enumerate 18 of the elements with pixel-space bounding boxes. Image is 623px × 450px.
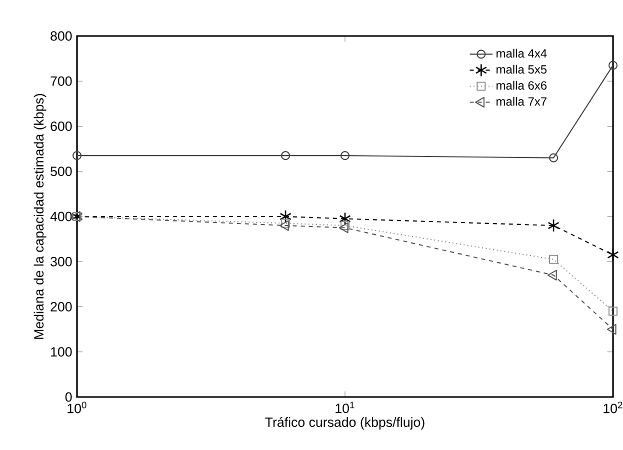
y-tick-label: 600	[50, 122, 72, 131]
y-tick-label: 0	[65, 392, 72, 402]
x-axis-title: Tráfico cursado (kbps/flujo)	[265, 417, 424, 430]
legend-label: malla 6x6	[496, 80, 547, 90]
y-tick-label: 700	[50, 76, 72, 86]
y-tick-label: 200	[50, 302, 72, 312]
y-tick-label: 100	[51, 347, 72, 357]
x-tick-label: 10$^{2}$	[604, 402, 622, 414]
legend-label: malla 7x7	[496, 96, 546, 106]
y-tick-label: 300	[50, 256, 72, 266]
y-tick-label: 400	[50, 212, 72, 222]
y-tick-label: 800	[50, 31, 72, 41]
legend-label: malla 5x5	[496, 64, 547, 74]
x-tick-label: 10$^{0}$	[68, 402, 86, 414]
legend-label: malla 4x4	[496, 48, 547, 58]
x-tick-label: 10$^{1}$	[336, 402, 354, 414]
y-axis-title: Mediana de la capacidad estimada (kbps)	[34, 94, 46, 339]
y-tick-label: 500	[50, 166, 72, 176]
